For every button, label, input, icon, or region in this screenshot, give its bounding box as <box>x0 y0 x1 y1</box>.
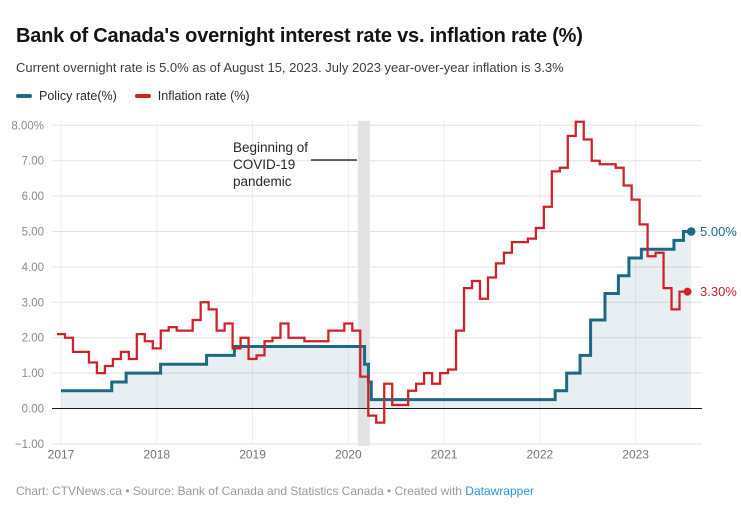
y-axis-label: 3.00 <box>22 297 44 309</box>
x-axis-label: 2021 <box>431 448 458 462</box>
covid-band <box>357 120 370 446</box>
policy-end-label: 5.00% <box>700 224 737 239</box>
page-title: Bank of Canada's overnight interest rate… <box>16 25 583 47</box>
x-axis-label: 2020 <box>335 448 362 462</box>
inflation-rate-swatch-icon <box>134 94 151 98</box>
covid-annotation-text: pandemic <box>233 174 292 189</box>
x-axis-label: 2017 <box>48 448 75 462</box>
chart-canvas: 5.00% 3.30% Beginning of COVID-19 pandemic 8.… <box>11 120 737 462</box>
inflation-end-dot <box>683 287 692 296</box>
chart-subtitle: Current overnight rate is 5.0% as of Aug… <box>16 60 564 75</box>
policy-rate-area <box>61 231 692 409</box>
legend-label-inflation-rate: Inflation rate (%) <box>157 89 250 103</box>
y-axis-label: −1.00 <box>15 439 44 451</box>
policy-rate-line <box>61 230 692 402</box>
y-axis-label: 0.00 <box>22 404 44 416</box>
y-axis-label: 2.00 <box>22 333 44 345</box>
legend: Policy rate(%) Inflation rate (%) <box>16 89 250 103</box>
x-axis-label: 2022 <box>526 448 553 462</box>
footer-credits: Chart: CTVNews.ca • Source: Bank of Cana… <box>16 484 466 498</box>
covid-annotation-text: COVID-19 <box>233 157 295 172</box>
y-axis-label: 1.00 <box>22 368 44 380</box>
chart-footer: Chart: CTVNews.ca • Source: Bank of Cana… <box>16 484 534 498</box>
x-axis-label: 2023 <box>622 448 649 462</box>
y-axis-label: 7.00 <box>22 156 44 168</box>
legend-item-inflation-rate: Inflation rate (%) <box>134 89 250 103</box>
y-axis-label: 8.00% <box>11 120 44 132</box>
x-axis-label: 2019 <box>239 448 266 462</box>
datawrapper-link[interactable]: Datawrapper <box>465 484 534 498</box>
inflation-end-label: 3.30% <box>700 284 737 299</box>
policy-end-dot <box>686 227 696 236</box>
covid-annotation-text: Beginning of <box>233 140 308 155</box>
inflation-rate-line <box>57 120 688 424</box>
y-axis-label: 4.00 <box>22 262 44 274</box>
x-axis-label: 2018 <box>143 448 170 462</box>
legend-item-policy-rate: Policy rate(%) <box>16 89 117 103</box>
y-axis-label: 5.00 <box>22 227 44 239</box>
policy-rate-swatch-icon <box>16 94 32 98</box>
y-axis-label: 6.00 <box>22 191 44 203</box>
legend-label-policy-rate: Policy rate(%) <box>39 89 117 103</box>
